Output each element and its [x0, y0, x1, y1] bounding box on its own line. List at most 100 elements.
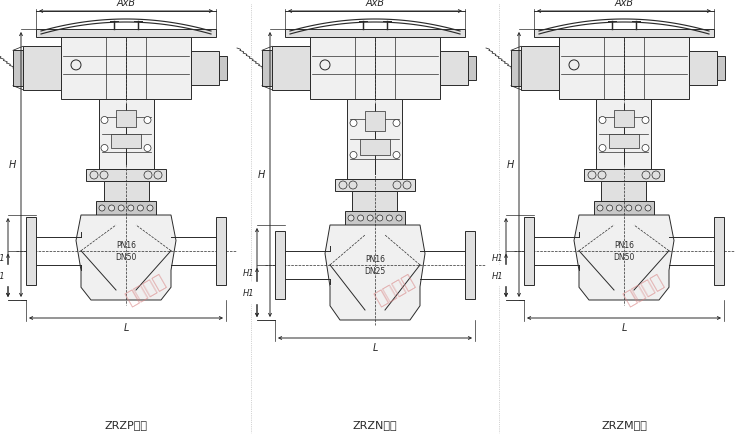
Circle shape	[642, 117, 649, 124]
Bar	[468, 57, 476, 81]
Circle shape	[339, 182, 347, 190]
Bar	[111, 135, 141, 148]
Bar	[275, 231, 285, 299]
Bar	[614, 110, 634, 128]
Text: PN16: PN16	[116, 240, 136, 250]
Text: H1: H1	[0, 271, 5, 280]
Circle shape	[118, 205, 124, 212]
Circle shape	[393, 182, 401, 190]
Circle shape	[144, 145, 151, 152]
Bar	[345, 212, 405, 226]
Bar	[524, 217, 534, 285]
Bar	[13, 51, 23, 86]
Bar	[310, 38, 440, 100]
Circle shape	[396, 215, 402, 222]
Circle shape	[350, 152, 357, 159]
Bar	[714, 217, 724, 285]
Bar	[98, 100, 154, 170]
Bar	[689, 52, 717, 85]
Circle shape	[358, 215, 364, 222]
Circle shape	[144, 172, 152, 180]
Text: 川诺阀门: 川诺阀门	[372, 271, 418, 308]
Text: ZRZP单座: ZRZP单座	[104, 419, 148, 429]
Bar	[594, 201, 654, 215]
Text: L: L	[372, 342, 378, 352]
Bar	[335, 180, 415, 191]
Bar	[465, 231, 475, 299]
Circle shape	[645, 205, 651, 212]
Circle shape	[101, 117, 108, 124]
Circle shape	[349, 182, 357, 190]
Bar	[116, 110, 136, 128]
Text: AxB: AxB	[365, 0, 385, 8]
Circle shape	[626, 205, 632, 212]
Bar	[285, 30, 465, 38]
Text: H1: H1	[242, 268, 254, 277]
Bar	[104, 182, 148, 201]
Bar	[61, 38, 191, 100]
Circle shape	[90, 172, 98, 180]
Circle shape	[144, 117, 151, 124]
Circle shape	[350, 120, 357, 127]
Polygon shape	[76, 215, 176, 300]
Circle shape	[128, 205, 134, 212]
Text: L: L	[621, 322, 627, 332]
Bar	[347, 100, 403, 180]
Bar	[602, 182, 646, 201]
Bar	[511, 51, 521, 86]
Bar	[717, 57, 725, 81]
Circle shape	[137, 205, 143, 212]
Text: H1: H1	[242, 288, 254, 297]
Bar	[360, 140, 390, 155]
Bar	[96, 201, 156, 215]
Text: H1: H1	[491, 271, 503, 280]
Circle shape	[100, 172, 108, 180]
Text: H1: H1	[491, 254, 503, 262]
Text: DN25: DN25	[364, 267, 386, 276]
Circle shape	[109, 205, 115, 212]
Circle shape	[598, 172, 606, 180]
Circle shape	[368, 215, 374, 222]
Bar	[596, 100, 652, 170]
Bar	[216, 217, 226, 285]
Bar	[365, 112, 385, 132]
Bar	[219, 57, 227, 81]
Circle shape	[154, 172, 162, 180]
Text: 川诺阀门: 川诺阀门	[123, 271, 169, 308]
Bar	[521, 47, 559, 91]
Text: AxB: AxB	[116, 0, 136, 8]
Bar	[440, 52, 468, 85]
Circle shape	[642, 145, 649, 152]
Text: 川诺阀门: 川诺阀门	[621, 271, 667, 308]
Circle shape	[99, 205, 105, 212]
Text: DN50: DN50	[116, 253, 136, 261]
Bar	[23, 47, 61, 91]
Bar	[609, 135, 639, 148]
Circle shape	[635, 205, 641, 212]
Bar	[36, 30, 216, 38]
Circle shape	[403, 182, 411, 190]
Polygon shape	[325, 226, 425, 320]
Text: PN16: PN16	[614, 240, 634, 250]
Text: ZRZN双座: ZRZN双座	[352, 419, 398, 429]
Circle shape	[393, 152, 400, 159]
Bar	[26, 217, 36, 285]
Text: L: L	[123, 322, 129, 332]
Bar	[559, 38, 689, 100]
Bar	[191, 52, 219, 85]
Circle shape	[607, 205, 613, 212]
Bar	[534, 30, 714, 38]
Bar	[86, 170, 166, 182]
Circle shape	[597, 205, 603, 212]
Text: H1: H1	[0, 254, 5, 262]
Text: DN50: DN50	[614, 253, 634, 261]
Circle shape	[599, 117, 606, 124]
Circle shape	[386, 215, 392, 222]
Circle shape	[616, 205, 622, 212]
Bar	[584, 170, 664, 182]
Circle shape	[147, 205, 153, 212]
Text: PN16: PN16	[365, 255, 385, 264]
Text: H: H	[9, 160, 16, 170]
Polygon shape	[574, 215, 674, 300]
Circle shape	[348, 215, 354, 222]
